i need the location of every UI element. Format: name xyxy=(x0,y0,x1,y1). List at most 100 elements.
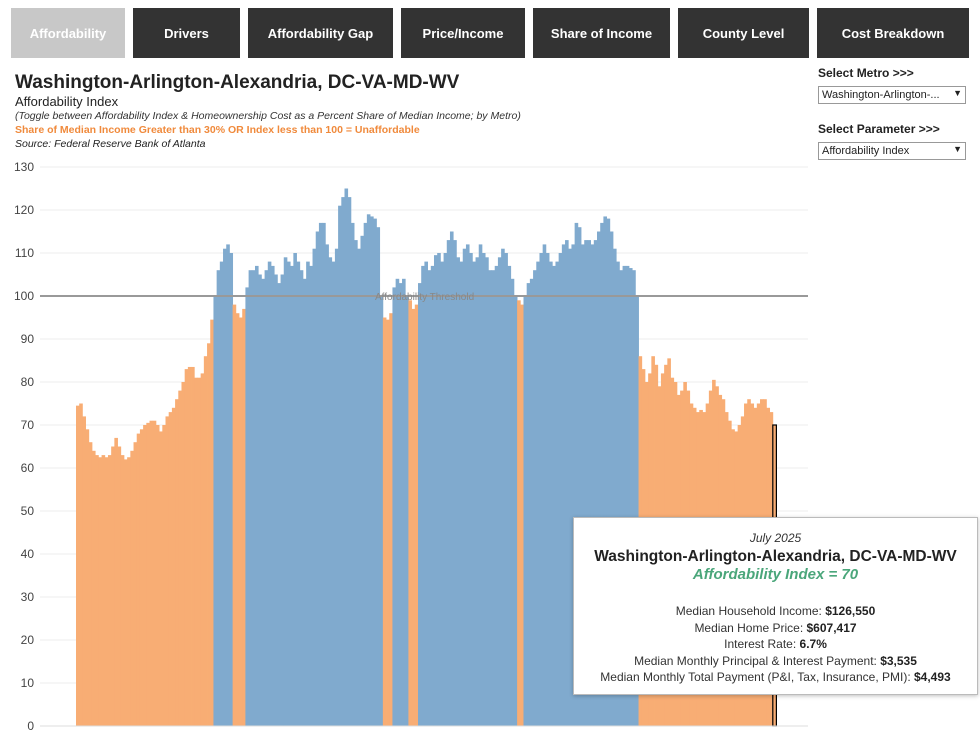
chart-bar xyxy=(159,431,163,726)
chart-bar xyxy=(88,442,93,726)
chart-bar xyxy=(162,425,166,726)
chart-bar xyxy=(283,257,288,726)
chart-bar xyxy=(350,222,355,726)
chart-bar xyxy=(203,356,208,726)
tooltip-row: Median Monthly Principal & Interest Paym… xyxy=(634,653,917,668)
metro-select[interactable]: Washington-Arlington-... ▼ xyxy=(818,86,966,104)
tab-affordability[interactable]: Affordability xyxy=(11,8,125,58)
select-parameter-label: Select Parameter >>> xyxy=(818,122,940,136)
y-tick-label: 40 xyxy=(21,547,35,561)
chart-bar xyxy=(280,274,285,726)
chart-bar xyxy=(478,244,483,726)
chart-bar xyxy=(549,261,553,726)
y-tick-label: 120 xyxy=(14,203,34,217)
chart-bar xyxy=(497,257,502,726)
chart-bar xyxy=(248,270,253,726)
tab-bar: Affordability Drivers Affordability Gap … xyxy=(0,8,980,58)
chart-bar xyxy=(603,216,607,726)
chart-bar xyxy=(274,274,278,726)
tab-cost-breakdown[interactable]: Cost Breakdown xyxy=(817,8,969,58)
chart-bar xyxy=(389,313,393,726)
chart-bar xyxy=(574,222,579,726)
chart-bar xyxy=(328,257,333,726)
chart-bar xyxy=(593,240,598,726)
parameter-select[interactable]: Affordability Index ▼ xyxy=(818,142,966,160)
chart-bar xyxy=(418,283,422,726)
chart-bar xyxy=(123,459,128,726)
chart-bar xyxy=(184,369,189,726)
page-subtitle: Affordability Index xyxy=(15,94,119,109)
chart-bar xyxy=(443,253,448,726)
chart-bar xyxy=(232,304,237,726)
chart-bar xyxy=(481,253,486,726)
chart-bar xyxy=(219,261,224,726)
chart-bar xyxy=(168,412,173,726)
chart-bar xyxy=(149,420,154,726)
chart-bar xyxy=(325,244,329,726)
tab-share-of-income[interactable]: Share of Income xyxy=(533,8,670,58)
chart-bar xyxy=(277,283,281,726)
y-tick-label: 90 xyxy=(21,332,35,346)
chart-bar xyxy=(539,253,544,726)
chart-bar xyxy=(370,216,374,726)
chart-bar xyxy=(261,278,265,726)
chart-bar xyxy=(561,244,566,726)
chart-bar xyxy=(491,270,496,726)
chart-bar xyxy=(408,300,413,726)
chart-bar xyxy=(254,265,259,726)
chart-bar xyxy=(312,248,317,726)
chart-bar xyxy=(513,296,518,726)
chart-bar xyxy=(178,390,182,726)
chart-bar xyxy=(625,265,630,726)
chart-bar xyxy=(239,317,243,726)
chart-bar xyxy=(117,446,122,726)
chart-bar xyxy=(600,222,604,726)
chart-bar xyxy=(459,261,464,726)
chart-bar xyxy=(565,240,569,726)
chart-bar xyxy=(302,278,307,726)
y-tick-label: 0 xyxy=(27,719,34,733)
parameter-select-value: Affordability Index xyxy=(822,145,910,157)
chart-bar xyxy=(226,244,230,726)
chart-bar xyxy=(331,261,336,726)
chart-bar xyxy=(612,248,617,726)
chart-bar xyxy=(430,265,435,726)
chart-bar xyxy=(558,253,563,726)
chart-bar xyxy=(171,407,176,726)
tooltip-row: Median Monthly Total Payment (P&I, Tax, … xyxy=(600,670,951,684)
tooltip-row: Interest Rate: 6.7% xyxy=(724,637,827,651)
chart-bar xyxy=(405,296,409,726)
chart-bar xyxy=(577,227,582,726)
chart-bar xyxy=(76,405,80,726)
tab-price-income[interactable]: Price/Income xyxy=(401,8,525,58)
chart-bar xyxy=(616,261,620,726)
tab-drivers[interactable]: Drivers xyxy=(133,8,240,58)
chart-bar xyxy=(293,253,297,726)
chart-bar xyxy=(165,416,170,726)
chart-bar xyxy=(309,265,313,726)
chart-bar xyxy=(395,278,400,726)
chart-bar xyxy=(581,244,585,726)
chart-bar xyxy=(424,261,428,726)
chart-bar xyxy=(552,265,556,726)
chart-bar xyxy=(628,268,633,726)
chart-bar xyxy=(433,255,438,726)
chart-bar xyxy=(437,253,441,726)
chart-bar xyxy=(341,197,345,727)
chart-bar xyxy=(270,265,275,726)
metro-select-value: Washington-Arlington-... xyxy=(822,89,940,101)
chart-bar xyxy=(494,265,499,726)
chart-bar xyxy=(469,253,473,726)
tooltip-row: Median Home Price: $607,417 xyxy=(694,620,857,635)
chart-bar xyxy=(95,455,99,726)
chart-bar xyxy=(386,319,390,726)
tab-affordability-gap[interactable]: Affordability Gap xyxy=(248,8,393,58)
chart-bar xyxy=(187,366,192,726)
tab-county-level[interactable]: County Level xyxy=(678,8,809,58)
chart-bar xyxy=(421,265,425,726)
toggle-note: (Toggle between Affordability Index & Ho… xyxy=(15,110,521,122)
chart-bar xyxy=(606,218,611,726)
chart-bar xyxy=(264,270,269,726)
chart-bar xyxy=(347,197,352,727)
y-tick-label: 100 xyxy=(14,289,34,303)
